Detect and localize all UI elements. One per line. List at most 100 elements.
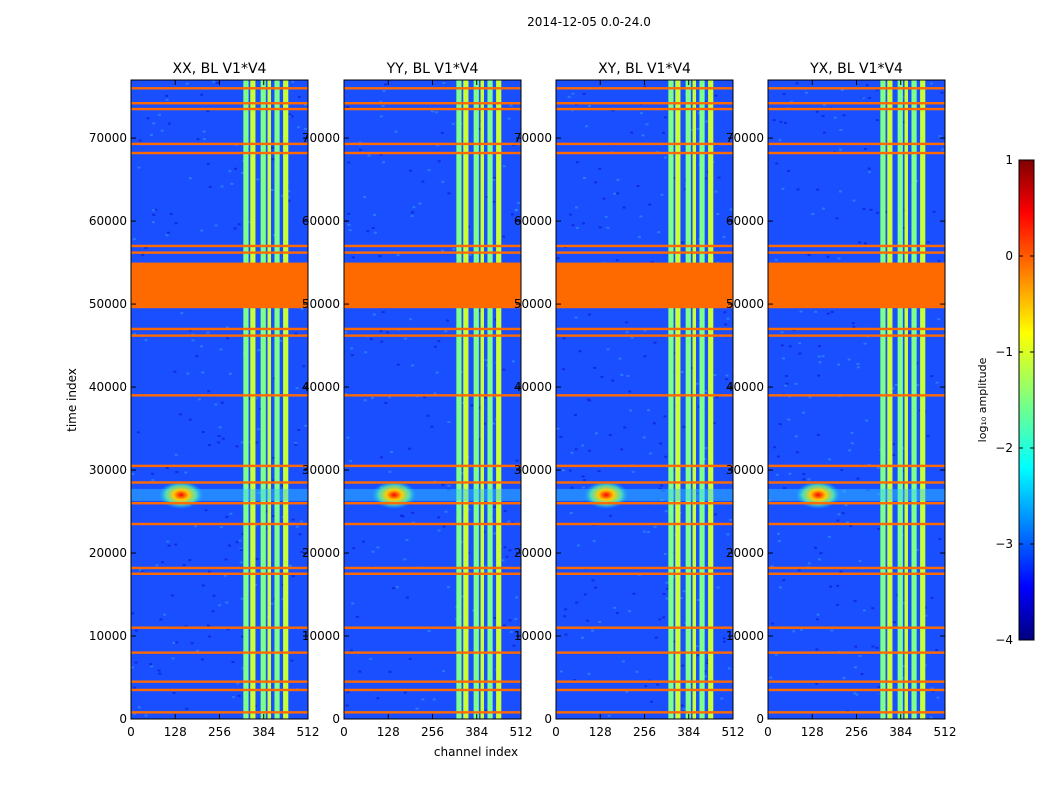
noise-cell: [502, 368, 506, 371]
noise-cell: [165, 98, 169, 101]
noise-cell: [865, 419, 869, 422]
flag-row: [556, 151, 733, 155]
noise-cell: [138, 569, 142, 572]
noise-cell: [411, 521, 415, 524]
noise-cell: [926, 434, 930, 437]
noise-cell: [782, 579, 786, 582]
noise-cell: [229, 512, 233, 515]
noise-cell: [379, 153, 383, 156]
noise-cell: [131, 666, 135, 669]
noise-cell: [616, 192, 620, 195]
noise-cell: [296, 126, 300, 129]
noise-cell: [923, 606, 927, 609]
noise-cell: [563, 615, 567, 618]
noise-cell: [620, 448, 624, 451]
flag-row: [768, 394, 945, 397]
noise-cell: [703, 675, 707, 678]
flag-row: [344, 102, 521, 105]
y-tick-label: 60000: [302, 214, 340, 228]
noise-cell: [936, 696, 940, 699]
channel-column: [274, 80, 280, 719]
noise-cell: [437, 529, 441, 532]
flag-row: [556, 651, 733, 654]
noise-cell: [297, 428, 301, 431]
x-tick-label: 128: [164, 725, 187, 739]
noise-cell: [184, 471, 188, 474]
y-tick-label: 50000: [302, 297, 340, 311]
noise-cell: [351, 256, 355, 259]
noise-cell: [799, 310, 803, 313]
noise-cell: [799, 628, 803, 631]
flag-row: [131, 151, 308, 155]
noise-cell: [598, 621, 602, 624]
noise-cell: [485, 195, 489, 198]
noise-cell: [447, 192, 451, 195]
noise-cell: [869, 208, 873, 211]
noise-cell: [816, 613, 820, 616]
colorbar-tick-label: −3: [995, 537, 1013, 551]
noise-cell: [441, 483, 445, 486]
flag-row: [556, 688, 733, 692]
flag-row: [344, 334, 521, 337]
noise-cell: [281, 194, 285, 197]
noise-cell: [288, 564, 292, 567]
noise-cell: [789, 100, 793, 103]
noise-cell: [159, 618, 163, 621]
channel-column: [456, 80, 462, 719]
noise-cell: [132, 686, 136, 689]
noise-cell: [185, 82, 189, 85]
noise-cell: [411, 511, 415, 514]
x-tick-label: 256: [845, 725, 868, 739]
noise-cell: [559, 435, 563, 438]
flag-row: [131, 394, 308, 397]
noise-cell: [769, 676, 773, 679]
noise-cell: [894, 383, 898, 386]
noise-cell: [720, 697, 724, 700]
y-tick-label: 0: [756, 712, 764, 726]
noise-cell: [628, 390, 632, 393]
noise-cell: [294, 332, 298, 335]
noise-cell: [858, 559, 862, 562]
noise-cell: [235, 445, 239, 448]
flag-row: [131, 244, 308, 248]
colorbar-tick-label: −1: [995, 345, 1013, 359]
colorbar: 1 0 −1 −2 −3 −4 log₁₀ amplitude: [976, 153, 1035, 647]
noise-cell: [679, 597, 683, 600]
noise-cell: [515, 596, 519, 599]
flag-row: [344, 711, 521, 714]
noise-cell: [726, 533, 730, 536]
noise-cell: [892, 454, 896, 457]
noise-cell: [294, 442, 298, 445]
noise-cell: [653, 525, 657, 528]
noise-cell: [297, 96, 301, 99]
noise-cell: [272, 479, 276, 482]
noise-cell: [208, 185, 212, 188]
noise-cell: [442, 82, 446, 85]
noise-cell: [716, 586, 720, 589]
noise-cell: [937, 318, 941, 321]
flag-row: [344, 151, 521, 155]
noise-cell: [152, 122, 156, 125]
noise-cell: [427, 629, 431, 632]
flag-band: [344, 262, 521, 309]
noise-cell: [597, 470, 601, 473]
noise-cell: [483, 565, 487, 568]
noise-cell: [852, 199, 856, 202]
noise-cell: [225, 326, 229, 329]
noise-cell: [853, 692, 857, 695]
noise-cell: [287, 199, 291, 202]
y-tick-label: 50000: [514, 297, 552, 311]
noise-cell: [299, 520, 303, 523]
noise-cell: [172, 641, 176, 644]
noise-cell: [167, 231, 171, 234]
x-tick-label: 512: [934, 725, 957, 739]
x-tick-label: 384: [889, 725, 912, 739]
heatmap-background: [131, 80, 308, 719]
noise-cell: [672, 177, 676, 180]
noise-cell: [785, 382, 789, 385]
noise-cell: [816, 433, 820, 436]
noise-cell: [594, 181, 598, 184]
flag-row: [344, 522, 521, 526]
noise-cell: [861, 97, 865, 100]
noise-cell: [220, 185, 224, 188]
